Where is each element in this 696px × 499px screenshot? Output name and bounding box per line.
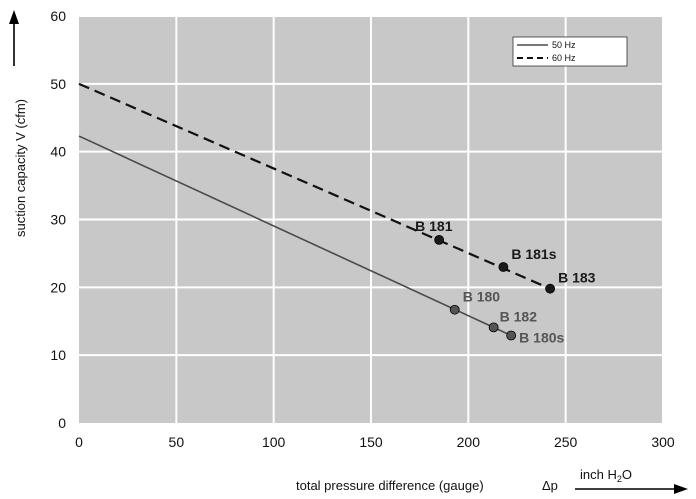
y-tick-label: 30 [50, 212, 66, 228]
series-lines [78, 82, 551, 337]
legend-label-60hz: 60 Hz [552, 53, 576, 63]
x-tick-label: 100 [262, 434, 286, 450]
x-tick-label: 300 [651, 434, 675, 450]
legend-label-50hz: 50 Hz [552, 40, 576, 50]
x-tick-label: 250 [554, 434, 578, 450]
data-point-b-180 [449, 304, 460, 315]
data-point-b-181s [498, 262, 509, 272]
y-tick-label: 60 [50, 8, 66, 24]
legend: 50 Hz 60 Hz [512, 36, 628, 67]
x-tick-labels: 0 50 100 150 200 250 300 [75, 434, 675, 450]
x-axis-unit: inch H2O [580, 467, 632, 484]
point-label-b-181s: B 181s [511, 246, 556, 262]
y-tick-label: 40 [50, 144, 66, 160]
point-label-b-180: B 180 [463, 289, 501, 305]
x-axis-label: total pressure difference (gauge) [296, 478, 484, 493]
x-tick-label: 150 [359, 434, 383, 450]
data-point-b-180s [506, 330, 517, 341]
point-label-b-182: B 182 [500, 308, 538, 324]
y-axis-label: suction capacity V (cfm) [13, 99, 28, 237]
y-tick-label: 20 [50, 279, 66, 295]
x-tick-label: 200 [457, 434, 481, 450]
x-tick-label: 0 [75, 434, 83, 450]
grid [79, 15, 664, 423]
point-label-b-183: B 183 [558, 270, 596, 286]
data-point-b-182 [488, 322, 499, 333]
y-tick-labels: 0 10 20 30 40 50 60 [50, 8, 66, 431]
data-point-b-183 [545, 283, 555, 294]
series-line-1 [78, 82, 551, 290]
x-axis-symbol: Δp [542, 478, 558, 493]
series-line-0 [78, 135, 512, 337]
x-axis-arrow [575, 484, 688, 494]
legend-box [512, 36, 628, 67]
point-label-b-180s: B 180s [519, 329, 564, 345]
data-point-b-181 [434, 234, 445, 245]
y-axis-arrow [9, 10, 19, 66]
point-label-b-181: B 181 [415, 218, 453, 234]
x-tick-label: 50 [169, 434, 185, 450]
y-tick-label: 0 [58, 415, 66, 431]
y-tick-label: 10 [50, 347, 66, 363]
y-tick-label: 50 [50, 76, 66, 92]
